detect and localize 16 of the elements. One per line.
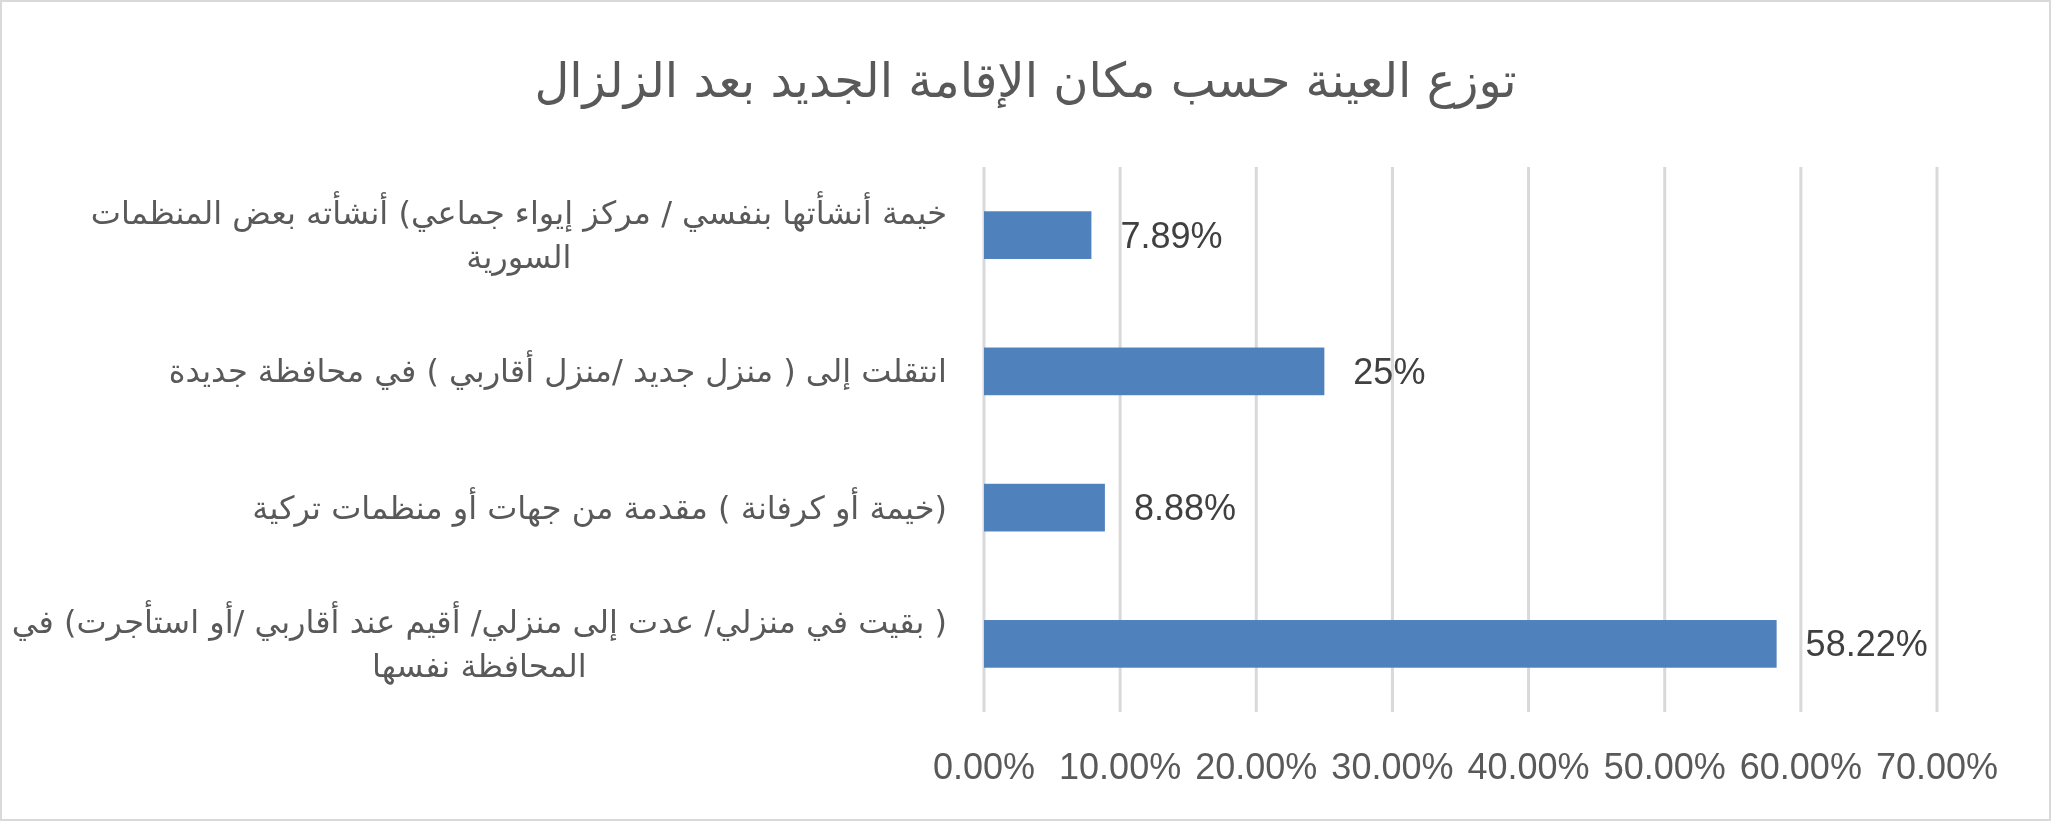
x-tick-label: 70.00%: [1875, 745, 1999, 787]
x-tick-label: 40.00%: [1467, 745, 1590, 787]
category-label: ( بقيت في منزلي/ عدت إلى منزلي/ أقيم عند أقاربي /أو استأجرت) في المحافظة نفسها: [11, 602, 947, 685]
category-label: (خيمة أو كرفانة ) مقدمة من جهات أو منظمات تركية: [252, 488, 947, 527]
category-label: انتقلت إلى ( منزل جديد /منزل أقاربي ) في محافظة جديدة: [168, 352, 947, 391]
data-label: 8.88%: [1133, 487, 1236, 529]
data-label: 7.89%: [1120, 214, 1223, 256]
data-label: 58.22%: [1805, 623, 1928, 665]
title: توزع العينة حسب مكان الإقامة الجديد بعد الزلزال: [534, 52, 1517, 108]
x-tick-label: 50.00%: [1603, 745, 1726, 787]
x-tick-label: 30.00%: [1331, 745, 1454, 787]
x-tick-label: 10.00%: [1059, 745, 1182, 787]
x-tick-label: 20.00%: [1195, 745, 1318, 787]
x-tick-label: 60.00%: [1739, 745, 1862, 787]
x-tick-label: 0.00%: [932, 745, 1036, 787]
data-label: 25%: [1353, 350, 1426, 392]
